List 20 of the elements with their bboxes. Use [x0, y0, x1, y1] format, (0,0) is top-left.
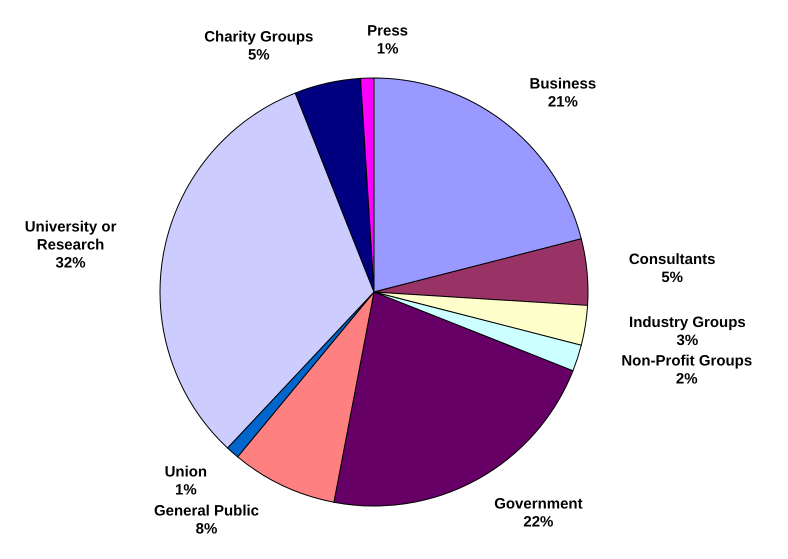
slice-label: Business [530, 75, 596, 92]
slice-label: Consultants [628, 250, 716, 268]
data-label: 1% [376, 40, 398, 58]
slice-label: Press [367, 22, 408, 40]
slice-label: Union [164, 464, 208, 481]
data-label: 21% [548, 93, 578, 110]
data-label: 5% [248, 46, 270, 64]
slice-label: Non-Profit Groups [621, 352, 752, 370]
data-label: 2% [676, 370, 698, 388]
data-label: 1% [175, 482, 197, 499]
slice-label: Industry Groups [629, 314, 746, 331]
slice-label: General Public [154, 502, 260, 520]
slice-label: Charity Groups [204, 28, 314, 46]
data-label: 32% [56, 254, 86, 272]
data-label: 22% [523, 513, 554, 530]
slice-label: University or Research [24, 218, 117, 254]
data-label: 3% [676, 332, 698, 349]
slice-label: Government [494, 495, 583, 512]
data-label: 8% [196, 520, 218, 538]
data-label: 5% [661, 268, 684, 286]
